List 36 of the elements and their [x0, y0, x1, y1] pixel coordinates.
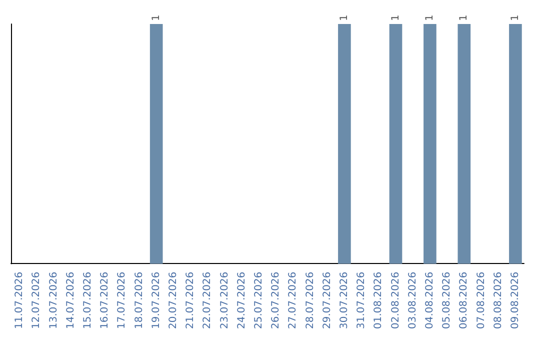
data-label: 1 [338, 14, 350, 21]
x-tick-label: 01.08.2026 [373, 272, 384, 330]
data-label: 1 [510, 14, 521, 21]
x-tick-label: 20.07.2026 [168, 272, 179, 330]
x-tick-label: 16.07.2026 [100, 272, 111, 330]
x-tick-label: 07.08.2026 [476, 272, 487, 330]
x-tick-label: 04.08.2026 [424, 272, 436, 330]
x-tick-label: 29.07.2026 [322, 272, 333, 330]
x-tick-label: 24.07.2026 [236, 272, 248, 330]
x-tick-label: 13.07.2026 [48, 272, 60, 330]
x-tick-label: 02.08.2026 [390, 272, 402, 330]
x-tick-label: 09.08.2026 [510, 272, 521, 330]
data-label: 1 [424, 14, 436, 21]
x-tick-label: 28.07.2026 [304, 272, 316, 330]
x-tick-label: 17.07.2026 [116, 272, 128, 330]
data-label: 1 [458, 14, 470, 21]
x-tick-label: 31.07.2026 [356, 272, 368, 330]
data-label: 1 [150, 14, 162, 21]
x-tick-label: 25.07.2026 [253, 272, 264, 330]
x-tick-label: 23.07.2026 [219, 272, 230, 330]
x-tick-label: 15.07.2026 [82, 272, 94, 330]
x-tick-label: 03.08.2026 [407, 272, 418, 330]
x-tick-label: 14.07.2026 [65, 272, 76, 330]
data-label: 1 [390, 14, 402, 21]
x-tick-label: 18.07.2026 [134, 272, 145, 330]
x-tick-label: 11.07.2026 [14, 272, 26, 330]
x-tick-label: 08.08.2026 [492, 272, 504, 330]
x-tick-label: 27.07.2026 [288, 272, 299, 330]
x-tick-label: 21.07.2026 [185, 272, 196, 330]
x-tick-label: 12.07.2026 [31, 272, 42, 330]
x-tick-label: 06.08.2026 [458, 272, 470, 330]
x-tick-label: 22.07.2026 [202, 272, 214, 330]
x-tick-label: 19.07.2026 [150, 272, 162, 330]
x-tick-label: 30.07.2026 [338, 272, 350, 330]
x-tick-label: 26.07.2026 [270, 272, 282, 330]
x-tick-label: 05.08.2026 [442, 272, 453, 330]
